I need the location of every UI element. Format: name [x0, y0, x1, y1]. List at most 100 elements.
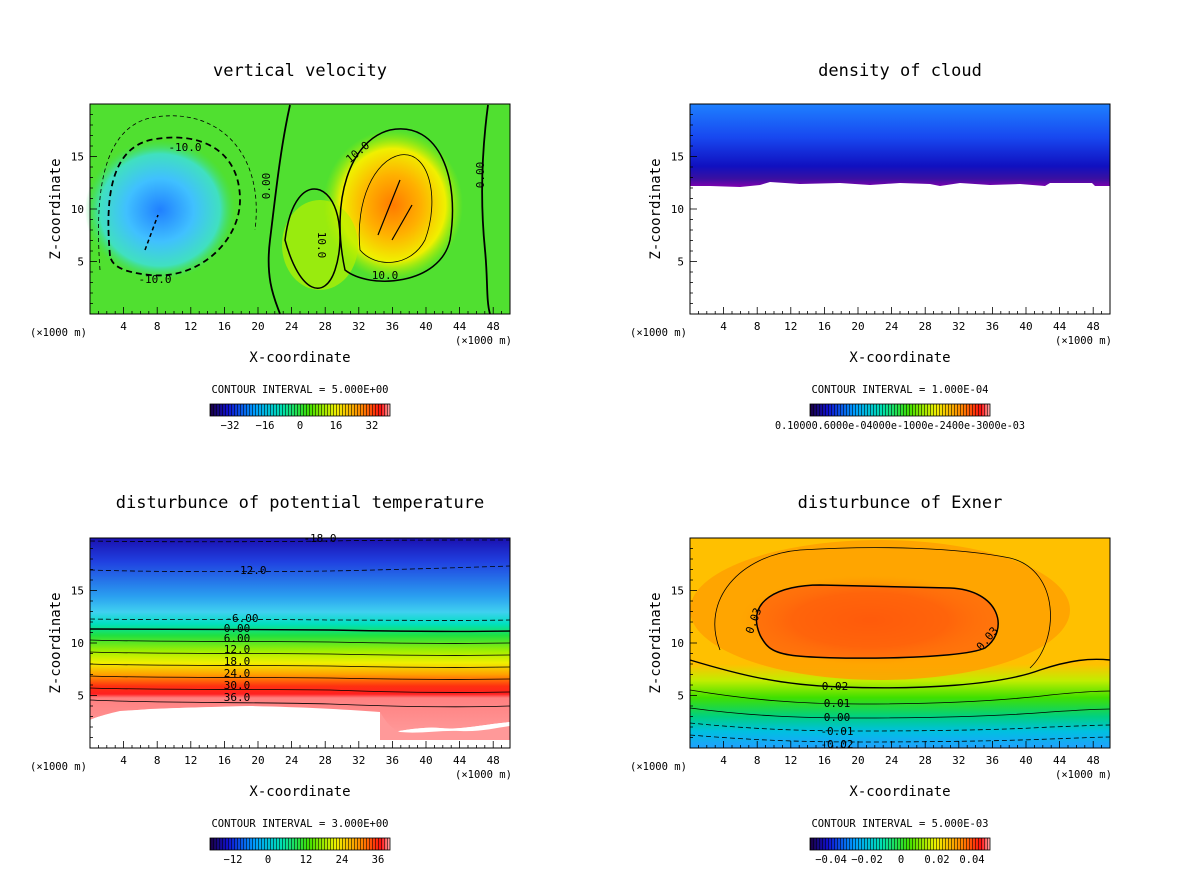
panel-title: disturbunce of potential temperature — [116, 493, 484, 513]
y-tick-label: 15 — [671, 585, 684, 598]
x-tick-label: 8 — [754, 754, 761, 767]
contour-interval: CONTOUR INTERVAL = 5.000E-03 — [811, 818, 988, 830]
x-unit-note: (×1000 m) — [30, 327, 87, 339]
colorbar-label: 32 — [366, 420, 379, 432]
x-tick-label: 8 — [154, 320, 161, 333]
colorbar-label: 0.04 — [959, 854, 984, 866]
contour-label: 10.0 — [372, 269, 399, 282]
y-tick-label: 10 — [671, 203, 684, 216]
x-unit-note: (×1000 m) — [455, 335, 512, 347]
panel-exner: disturbunce of Exner 0.03 0.03 0.02 0.01… — [630, 493, 1112, 866]
colorbar-label: −0.04 — [815, 854, 847, 866]
x-tick-label: 8 — [754, 320, 761, 333]
x-tick-label: 48 — [487, 320, 500, 333]
x-axis-title: X-coordinate — [249, 350, 350, 366]
y-tick-label: 10 — [71, 637, 84, 650]
x-tick-label: 36 — [386, 754, 399, 767]
x-unit-note: (×1000 m) — [1055, 769, 1112, 781]
x-tick-label: 8 — [154, 754, 161, 767]
x-tick-label: 24 — [885, 320, 899, 333]
x-tick-label: 44 — [1053, 320, 1067, 333]
y-tick-label: 5 — [677, 256, 684, 269]
y-tick-label: 5 — [77, 256, 84, 269]
y-tick-label: 10 — [671, 637, 684, 650]
panel-title: disturbunce of Exner — [798, 493, 1003, 513]
y-axis-title: Z-coordinate — [48, 592, 64, 693]
x-tick-label: 28 — [919, 754, 932, 767]
x-tick-label: 24 — [885, 754, 899, 767]
x-tick-label: 40 — [1019, 320, 1032, 333]
x-tick-label: 24 — [285, 320, 299, 333]
y-tick-label: 15 — [71, 585, 84, 598]
cloud-layer — [690, 104, 1110, 187]
plot-area: -10.0 -10.0 0.00 0.00 10.0 10.0 10.0 — [85, 103, 511, 315]
colorbar: −12 0 12 24 36 — [209, 837, 391, 866]
colorbar-label: 36 — [372, 854, 385, 866]
x-unit-note: (×1000 m) — [455, 769, 512, 781]
x-tick-label: 16 — [218, 754, 231, 767]
x-tick-label: 20 — [251, 320, 264, 333]
x-tick-label: 28 — [919, 320, 932, 333]
colorbar-label: 16 — [330, 420, 343, 432]
contour-label: 6.00 — [224, 632, 251, 645]
panel-title: vertical velocity — [213, 61, 387, 81]
x-tick-label: 36 — [986, 754, 999, 767]
x-tick-label: 16 — [818, 754, 831, 767]
x-tick-label: 12 — [184, 320, 197, 333]
contour-interval: CONTOUR INTERVAL = 1.000E-04 — [811, 384, 988, 396]
x-tick-label: 12 — [184, 754, 197, 767]
colorbar-label: 0.10000.6000e-04000e-1000e-2400e-3000e-0… — [775, 420, 1025, 432]
colorbar-label: −16 — [256, 420, 275, 432]
downdraft-core — [85, 140, 235, 280]
x-tick-label: 20 — [251, 754, 264, 767]
colorbar: 0.10000.6000e-04000e-1000e-2400e-3000e-0… — [775, 403, 1025, 432]
x-unit-note: (×1000 m) — [1055, 335, 1112, 347]
x-tick-label: 16 — [818, 320, 831, 333]
contour-label: -6.00 — [225, 612, 258, 625]
x-tick-label: 48 — [487, 754, 500, 767]
colorbar-label: −32 — [221, 420, 240, 432]
y-tick-label: 5 — [677, 690, 684, 703]
contour-label: 0.00 — [260, 173, 273, 200]
x-tick-label: 12 — [784, 754, 797, 767]
contour-label: 30.0 — [224, 679, 251, 692]
colorbar-label: 24 — [336, 854, 349, 866]
contour-label: 36.0 — [224, 691, 251, 704]
contour-label: 12.0 — [224, 643, 251, 656]
x-tick-label: 44 — [453, 320, 467, 333]
x-tick-label: 48 — [1087, 320, 1100, 333]
contour-label: -12.0 — [233, 564, 266, 577]
x-tick-label: 28 — [319, 320, 332, 333]
panel-density-of-cloud: density of cloud 4 8 12 16 20 24 28 32 36 40 44 485… — [630, 61, 1112, 432]
x-unit-note: (×1000 m) — [630, 761, 687, 773]
panel-vertical-velocity: vertical velocity -10.0 -10.0 0.00 0.00 … — [30, 61, 512, 432]
x-tick-label: 32 — [952, 754, 965, 767]
x-tick-label: 48 — [1087, 754, 1100, 767]
plot-area: 0.03 0.03 0.02 0.01 0.00 -0.01 -0.02 — [689, 537, 1111, 751]
x-tick-label: 20 — [851, 320, 864, 333]
updraft-core — [323, 130, 463, 280]
contour-label: 10.0 — [315, 232, 328, 259]
x-axis-title: X-coordinate — [849, 784, 950, 800]
contour-label: 0.00 — [224, 622, 251, 635]
panel-title: density of cloud — [818, 61, 982, 81]
x-unit-note: (×1000 m) — [630, 327, 687, 339]
y-tick-label: 10 — [71, 203, 84, 216]
x-unit-note: (×1000 m) — [30, 761, 87, 773]
y-axis-title: Z-coordinate — [648, 592, 664, 693]
contour-label: 24.0 — [224, 667, 251, 680]
y-tick-label: 5 — [77, 690, 84, 703]
x-tick-label: 16 — [218, 320, 231, 333]
x-tick-label: 44 — [1053, 754, 1067, 767]
x-tick-label: 36 — [986, 320, 999, 333]
y-axis-title: Z-coordinate — [48, 158, 64, 259]
colorbar-label: 12 — [300, 854, 313, 866]
contour-label: 0.01 — [824, 697, 851, 710]
y-tick-label: 15 — [71, 151, 84, 164]
contour-interval: CONTOUR INTERVAL = 3.000E+00 — [211, 818, 388, 830]
x-tick-label: 32 — [352, 320, 365, 333]
